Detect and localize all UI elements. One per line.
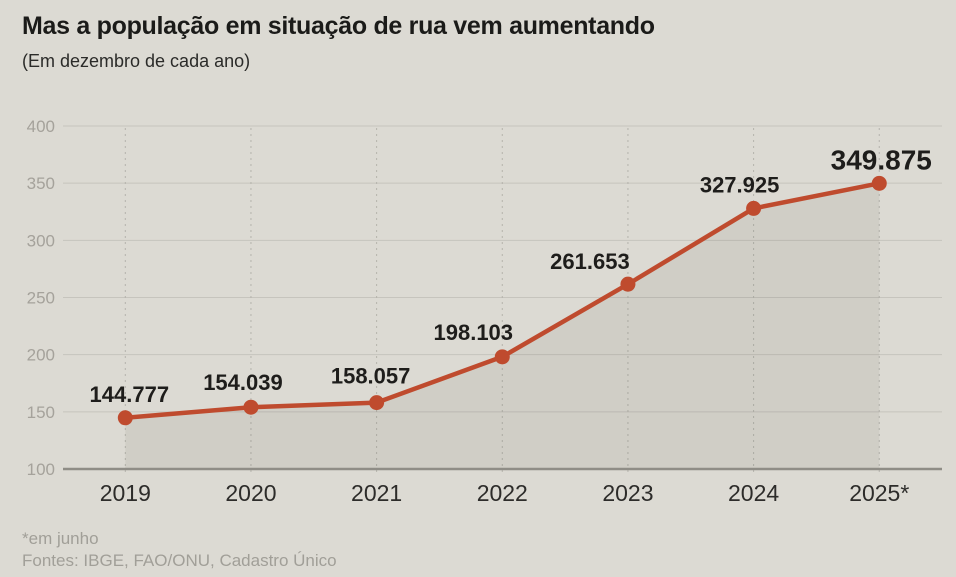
value-label-2023: 261.653 <box>550 249 630 274</box>
y-tick-label-100: 100 <box>27 460 55 479</box>
data-point-2019 <box>117 410 133 426</box>
value-label-2021: 158.057 <box>331 364 411 389</box>
value-label-2024: 327.925 <box>700 172 780 197</box>
x-tick-label-2020: 2020 <box>225 480 276 506</box>
chart-title: Mas a população em situação de rua vem a… <box>22 12 655 40</box>
y-tick-label-300: 300 <box>27 231 55 250</box>
x-tick-label-2022: 2022 <box>477 480 528 506</box>
data-point-2025* <box>871 175 887 191</box>
data-point-2023 <box>620 276 636 292</box>
value-label-2019: 144.777 <box>90 382 170 407</box>
data-point-2021 <box>369 395 385 411</box>
y-tick-label-350: 350 <box>27 174 55 193</box>
y-tick-label-150: 150 <box>27 403 55 422</box>
x-tick-label-2023: 2023 <box>602 480 653 506</box>
y-tick-label-400: 400 <box>27 117 55 136</box>
footnote: *em junho <box>22 529 99 548</box>
value-label-2025*: 349.875 <box>831 144 932 175</box>
source-credit: Fontes: IBGE, FAO/ONU, Cadastro Único <box>22 551 337 570</box>
value-label-2022: 198.103 <box>434 320 514 345</box>
x-tick-label-2021: 2021 <box>351 480 402 506</box>
y-tick-label-200: 200 <box>27 346 55 365</box>
chart-subtitle: (Em dezembro de cada ano) <box>22 51 251 71</box>
y-tick-label-250: 250 <box>27 289 55 308</box>
x-tick-label-2019: 2019 <box>100 480 151 506</box>
data-point-2022 <box>494 349 510 365</box>
area-fill <box>125 183 880 470</box>
value-label-2020: 154.039 <box>203 370 283 395</box>
data-point-2020 <box>243 399 259 415</box>
chart-header: Mas a população em situação de rua vem a… <box>22 12 655 72</box>
data-point-2024 <box>746 200 762 216</box>
x-tick-label-2025*: 2025* <box>849 480 909 506</box>
x-tick-label-2024: 2024 <box>728 480 779 506</box>
chart-footer: *em junho Fontes: IBGE, FAO/ONU, Cadastr… <box>22 528 337 572</box>
